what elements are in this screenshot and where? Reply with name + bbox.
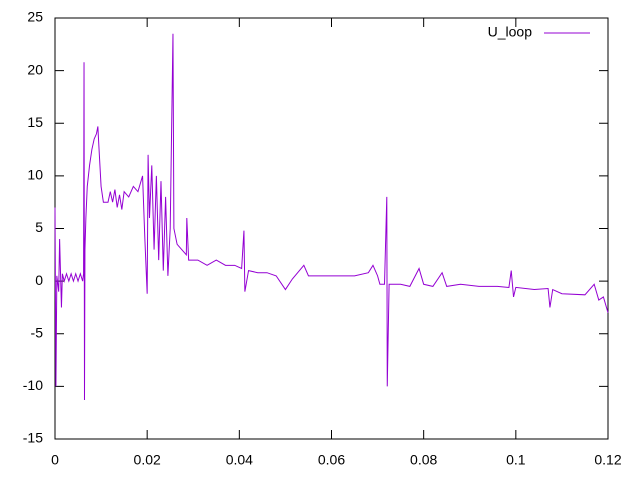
legend-label: U_loop [488,24,533,40]
x-tick-label: 0.1 [506,452,526,468]
y-tick-label: -10 [23,377,43,393]
x-tick-label: 0.08 [410,452,437,468]
y-tick-label: 5 [35,219,43,235]
x-tick-label: 0.02 [134,452,161,468]
plot-frame [54,17,609,440]
y-tick-label: 15 [27,114,43,130]
x-tick-label: 0.12 [594,452,621,468]
y-tick-label: 0 [35,272,43,288]
y-tick-label: 10 [27,167,43,183]
x-tick-label: 0 [51,452,59,468]
y-tick-label: 20 [27,61,43,77]
x-tick-label: 0.06 [318,452,345,468]
y-tick-label: -15 [23,430,43,446]
y-tick-label: 25 [27,9,43,25]
y-tick-label: -5 [31,324,44,340]
data-line [54,33,609,401]
x-tick-label: 0.04 [226,452,253,468]
